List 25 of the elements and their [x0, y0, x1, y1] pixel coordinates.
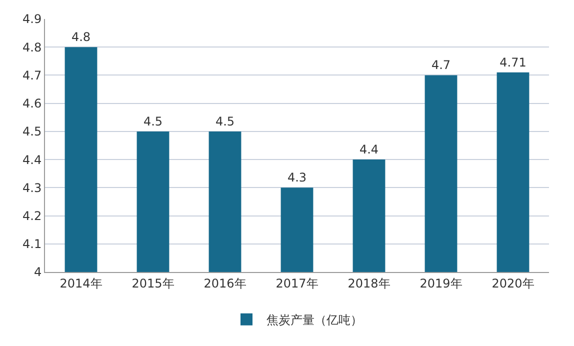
y-tick-label: 4.4: [22, 152, 42, 167]
y-tick-label: 4.8: [22, 40, 42, 54]
data-label: 4.5: [215, 114, 235, 128]
x-tick-label: 2020年: [492, 276, 534, 290]
data-label: 4.3: [287, 170, 307, 185]
data-label: 4.8: [71, 30, 91, 44]
x-tick-label: 2015年: [132, 276, 174, 290]
x-tick-label: 2016年: [204, 276, 246, 290]
data-label: 4.7: [431, 58, 451, 72]
y-tick-label: 4.5: [22, 124, 42, 139]
data-label: 4.5: [143, 114, 163, 128]
y-tick-label: 4.7: [22, 68, 42, 82]
y-tick-label: 4.6: [22, 96, 42, 111]
x-tick-label: 2014年: [60, 276, 102, 290]
x-tick-label: 2019年: [420, 276, 462, 290]
data-label: 4.4: [359, 142, 379, 157]
x-tick-label: 2018年: [348, 276, 390, 290]
y-tick-label: 4.9: [22, 12, 42, 26]
y-tick-label: 4.3: [22, 180, 42, 195]
y-tick-label: 4.1: [22, 237, 42, 252]
y-tick-label: 4: [34, 265, 42, 280]
y-tick-label: 4.2: [22, 208, 42, 223]
data-label: 4.71: [500, 55, 526, 70]
legend-label: 焦炭产量（亿吨）: [266, 313, 362, 328]
x-tick-label: 2017年: [276, 276, 318, 290]
